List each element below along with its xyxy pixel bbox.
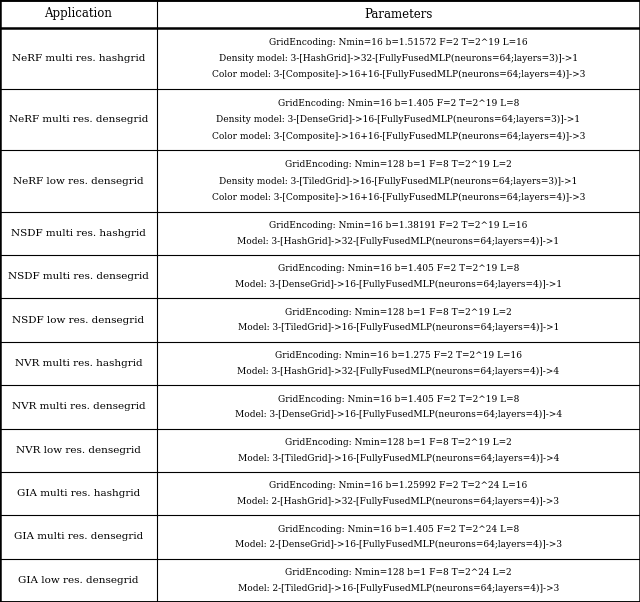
Text: Color model: 3-[Composite]->16+16-[FullyFusedMLP(neurons=64;layers=4)]->3: Color model: 3-[Composite]->16+16-[Fully… <box>212 131 585 140</box>
Text: GIA multi res. densegrid: GIA multi res. densegrid <box>14 532 143 541</box>
Text: NVR low res. densegrid: NVR low res. densegrid <box>16 445 141 455</box>
Text: GridEncoding: Nmin=16 b=1.405 F=2 T=2^19 L=8: GridEncoding: Nmin=16 b=1.405 F=2 T=2^19… <box>278 394 519 403</box>
Text: NSDF multi res. densegrid: NSDF multi res. densegrid <box>8 272 149 281</box>
Text: GridEncoding: Nmin=128 b=1 F=8 T=2^19 L=2: GridEncoding: Nmin=128 b=1 F=8 T=2^19 L=… <box>285 438 512 447</box>
Text: Model: 3-[DenseGrid]->16-[FullyFusedMLP(neurons=64;layers=4)]->1: Model: 3-[DenseGrid]->16-[FullyFusedMLP(… <box>235 280 562 289</box>
Text: Model: 3-[HashGrid]->32-[FullyFusedMLP(neurons=64;layers=4)]->1: Model: 3-[HashGrid]->32-[FullyFusedMLP(n… <box>237 237 559 246</box>
Text: NeRF low res. densegrid: NeRF low res. densegrid <box>13 176 144 185</box>
Text: Density model: 3-[HashGrid]->32-[FullyFusedMLP(neurons=64;layers=3)]->1: Density model: 3-[HashGrid]->32-[FullyFu… <box>219 54 578 63</box>
Text: NVR multi res. densegrid: NVR multi res. densegrid <box>12 402 145 411</box>
Text: Model: 3-[DenseGrid]->16-[FullyFusedMLP(neurons=64;layers=4)]->4: Model: 3-[DenseGrid]->16-[FullyFusedMLP(… <box>235 410 562 419</box>
Text: NeRF multi res. densegrid: NeRF multi res. densegrid <box>9 116 148 125</box>
Text: Color model: 3-[Composite]->16+16-[FullyFusedMLP(neurons=64;layers=4)]->3: Color model: 3-[Composite]->16+16-[Fully… <box>212 193 585 202</box>
Text: NVR multi res. hashgrid: NVR multi res. hashgrid <box>15 359 142 368</box>
Text: Color model: 3-[Composite]->16+16-[FullyFusedMLP(neurons=64;layers=4)]->3: Color model: 3-[Composite]->16+16-[Fully… <box>212 70 585 79</box>
Text: GridEncoding: Nmin=128 b=1 F=8 T=2^19 L=2: GridEncoding: Nmin=128 b=1 F=8 T=2^19 L=… <box>285 161 512 169</box>
Text: GIA low res. densegrid: GIA low res. densegrid <box>18 576 139 585</box>
Text: GIA multi res. hashgrid: GIA multi res. hashgrid <box>17 489 140 498</box>
Text: Model: 3-[HashGrid]->32-[FullyFusedMLP(neurons=64;layers=4)]->4: Model: 3-[HashGrid]->32-[FullyFusedMLP(n… <box>237 367 559 376</box>
Text: GridEncoding: Nmin=128 b=1 F=8 T=2^24 L=2: GridEncoding: Nmin=128 b=1 F=8 T=2^24 L=… <box>285 568 512 577</box>
Text: GridEncoding: Nmin=128 b=1 F=8 T=2^19 L=2: GridEncoding: Nmin=128 b=1 F=8 T=2^19 L=… <box>285 308 512 317</box>
Text: NSDF low res. densegrid: NSDF low res. densegrid <box>12 315 145 324</box>
Text: Model: 3-[TiledGrid]->16-[FullyFusedMLP(neurons=64;layers=4)]->4: Model: 3-[TiledGrid]->16-[FullyFusedMLP(… <box>237 453 559 462</box>
Text: GridEncoding: Nmin=16 b=1.405 F=2 T=2^19 L=8: GridEncoding: Nmin=16 b=1.405 F=2 T=2^19… <box>278 264 519 273</box>
Text: GridEncoding: Nmin=16 b=1.25992 F=2 T=2^24 L=16: GridEncoding: Nmin=16 b=1.25992 F=2 T=2^… <box>269 482 527 491</box>
Text: Parameters: Parameters <box>364 7 433 20</box>
Text: Model: 2-[DenseGrid]->16-[FullyFusedMLP(neurons=64;layers=4)]->3: Model: 2-[DenseGrid]->16-[FullyFusedMLP(… <box>235 540 562 549</box>
Text: Density model: 3-[DenseGrid]->16-[FullyFusedMLP(neurons=64;layers=3)]->1: Density model: 3-[DenseGrid]->16-[FullyF… <box>216 115 580 125</box>
Text: GridEncoding: Nmin=16 b=1.405 F=2 T=2^24 L=8: GridEncoding: Nmin=16 b=1.405 F=2 T=2^24… <box>278 525 519 534</box>
Text: GridEncoding: Nmin=16 b=1.405 F=2 T=2^19 L=8: GridEncoding: Nmin=16 b=1.405 F=2 T=2^19… <box>278 99 519 108</box>
Text: GridEncoding: Nmin=16 b=1.275 F=2 T=2^19 L=16: GridEncoding: Nmin=16 b=1.275 F=2 T=2^19… <box>275 351 522 360</box>
Text: Density model: 3-[TiledGrid]->16-[FullyFusedMLP(neurons=64;layers=3)]->1: Density model: 3-[TiledGrid]->16-[FullyF… <box>220 176 577 185</box>
Text: GridEncoding: Nmin=16 b=1.51572 F=2 T=2^19 L=16: GridEncoding: Nmin=16 b=1.51572 F=2 T=2^… <box>269 38 528 47</box>
Text: Application: Application <box>44 7 113 20</box>
Text: Model: 2-[TiledGrid]->16-[FullyFusedMLP(neurons=64;layers=4)]->3: Model: 2-[TiledGrid]->16-[FullyFusedMLP(… <box>238 583 559 592</box>
Text: Model: 2-[HashGrid]->32-[FullyFusedMLP(neurons=64;layers=4)]->3: Model: 2-[HashGrid]->32-[FullyFusedMLP(n… <box>237 497 559 506</box>
Text: NSDF multi res. hashgrid: NSDF multi res. hashgrid <box>11 229 146 238</box>
Text: Model: 3-[TiledGrid]->16-[FullyFusedMLP(neurons=64;layers=4)]->1: Model: 3-[TiledGrid]->16-[FullyFusedMLP(… <box>237 323 559 332</box>
Text: GridEncoding: Nmin=16 b=1.38191 F=2 T=2^19 L=16: GridEncoding: Nmin=16 b=1.38191 F=2 T=2^… <box>269 221 527 230</box>
Text: NeRF multi res. hashgrid: NeRF multi res. hashgrid <box>12 54 145 63</box>
